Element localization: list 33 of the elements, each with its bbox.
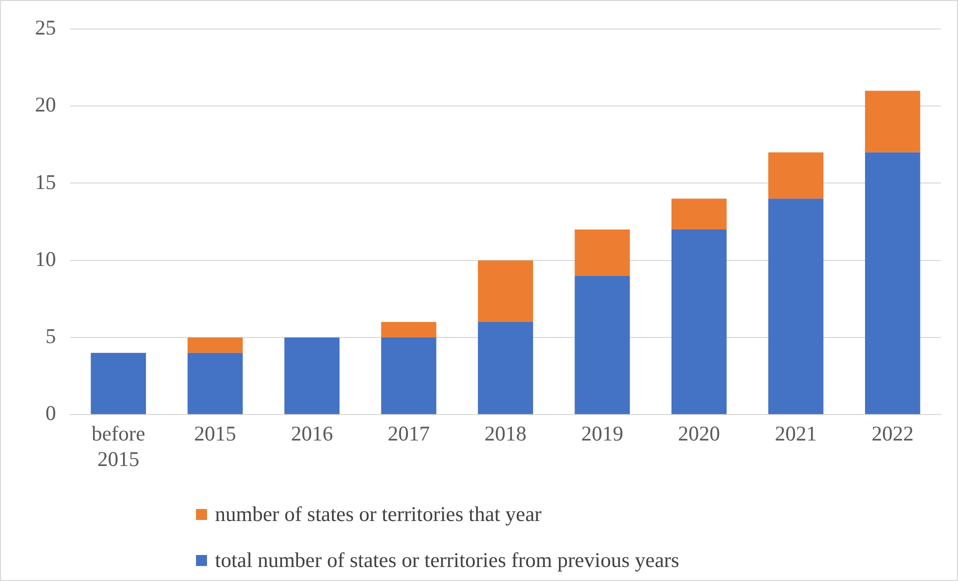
y-tick-label: 20 — [35, 92, 56, 117]
x-tick-label: 2018 — [484, 422, 526, 446]
bar — [284, 337, 340, 414]
bar — [865, 152, 920, 414]
bar — [188, 337, 243, 353]
x-tick-label: 2016 — [290, 422, 333, 446]
bar — [671, 198, 727, 230]
y-tick-label: 10 — [35, 246, 56, 271]
bar — [188, 352, 243, 414]
bar — [478, 260, 534, 322]
y-tick-label: 25 — [35, 16, 56, 40]
x-tick-label: 2020 — [678, 422, 720, 446]
x-tick-label: 2015 — [194, 422, 236, 446]
bar — [478, 322, 534, 414]
legend-label: total number of states or territories from previous years — [215, 548, 680, 572]
bar — [574, 276, 630, 414]
bar — [768, 152, 824, 199]
x-tick-label: 2017 — [388, 422, 430, 446]
bar — [574, 230, 630, 276]
bar — [381, 337, 436, 414]
x-tick-label: 2022 — [872, 422, 914, 446]
y-tick-label: 0 — [46, 401, 56, 426]
bar — [381, 322, 436, 338]
y-tick-label: 5 — [46, 324, 56, 348]
x-tick-label: 2021 — [774, 422, 817, 446]
legend-label: number of states or territories that year — [215, 502, 542, 526]
bar — [90, 352, 146, 414]
x-tick-label: before 2015 — [92, 422, 146, 471]
bar — [865, 90, 920, 152]
x-tick-label: 2019 — [581, 422, 624, 446]
bar — [768, 198, 824, 414]
bar — [671, 230, 727, 414]
y-tick-label: 15 — [35, 170, 56, 194]
